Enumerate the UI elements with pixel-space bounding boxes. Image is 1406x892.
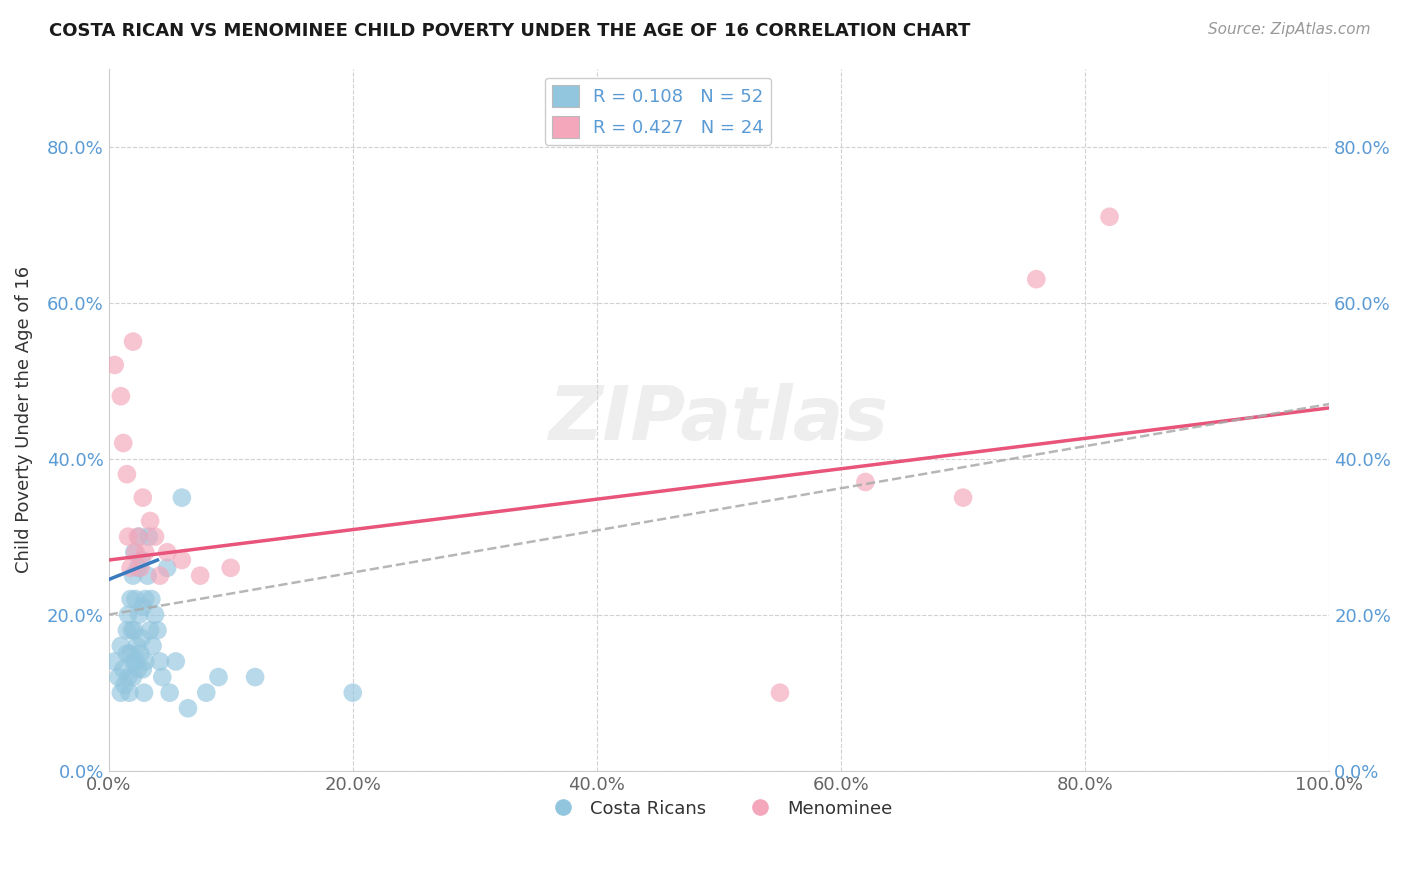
Point [142, 639, 165, 653]
Point [195, 686, 218, 700]
Point [207, 670, 229, 684]
Point [124, 545, 146, 559]
Point [159, 686, 181, 700]
Point [117, 530, 139, 544]
Point [170, 491, 193, 505]
Point [122, 655, 145, 669]
Point [132, 599, 155, 614]
Point [177, 701, 200, 715]
Point [115, 647, 138, 661]
Point [125, 639, 148, 653]
Point [188, 568, 211, 582]
Point [122, 568, 145, 582]
Point [122, 545, 145, 559]
Point [156, 545, 179, 559]
Point [110, 639, 132, 653]
Point [136, 568, 159, 582]
Point [122, 624, 145, 638]
Point [131, 631, 153, 645]
Point [117, 670, 139, 684]
Point [104, 358, 127, 372]
Point [122, 334, 145, 349]
Point [121, 624, 143, 638]
Point [134, 545, 156, 559]
Point [110, 389, 132, 403]
Point [143, 607, 166, 622]
Point [110, 686, 132, 700]
Point [120, 561, 142, 575]
Point [131, 553, 153, 567]
Point [104, 655, 127, 669]
Point [149, 568, 172, 582]
Point [117, 607, 139, 622]
Point [165, 655, 187, 669]
Point [112, 436, 135, 450]
Text: COSTA RICAN VS MENOMINEE CHILD POVERTY UNDER THE AGE OF 16 CORRELATION CHART: COSTA RICAN VS MENOMINEE CHILD POVERTY U… [49, 22, 970, 40]
Text: ZIPatlas: ZIPatlas [548, 383, 889, 456]
Point [118, 686, 141, 700]
Point [150, 670, 173, 684]
Point [134, 592, 156, 607]
Point [141, 592, 163, 607]
Point [124, 592, 146, 607]
Point [132, 662, 155, 676]
Y-axis label: Child Poverty Under the Age of 16: Child Poverty Under the Age of 16 [15, 266, 32, 574]
Point [129, 561, 152, 575]
Point [149, 655, 172, 669]
Point [115, 467, 138, 482]
Text: Source: ZipAtlas.com: Source: ZipAtlas.com [1208, 22, 1371, 37]
Point [146, 624, 169, 638]
Point [112, 662, 135, 676]
Point [342, 686, 364, 700]
Point [120, 592, 142, 607]
Point [134, 655, 156, 669]
Point [128, 530, 150, 544]
Point [139, 624, 162, 638]
Point [127, 530, 149, 544]
Point [1025, 272, 1047, 286]
Point [769, 686, 792, 700]
Point [132, 686, 155, 700]
Point [115, 624, 138, 638]
Legend: Costa Ricans, Menominee: Costa Ricans, Menominee [538, 792, 900, 825]
Point [120, 647, 142, 661]
Point [170, 553, 193, 567]
Point [124, 655, 146, 669]
Point [138, 530, 160, 544]
Point [143, 530, 166, 544]
Point [139, 514, 162, 528]
Point [219, 561, 242, 575]
Point [127, 662, 149, 676]
Point [855, 475, 877, 489]
Point [127, 561, 149, 575]
Point [132, 491, 155, 505]
Point [107, 670, 129, 684]
Point [156, 561, 179, 575]
Point [129, 647, 152, 661]
Point [114, 678, 136, 692]
Point [243, 670, 266, 684]
Point [952, 491, 974, 505]
Point [128, 607, 150, 622]
Point [1098, 210, 1121, 224]
Point [122, 670, 145, 684]
